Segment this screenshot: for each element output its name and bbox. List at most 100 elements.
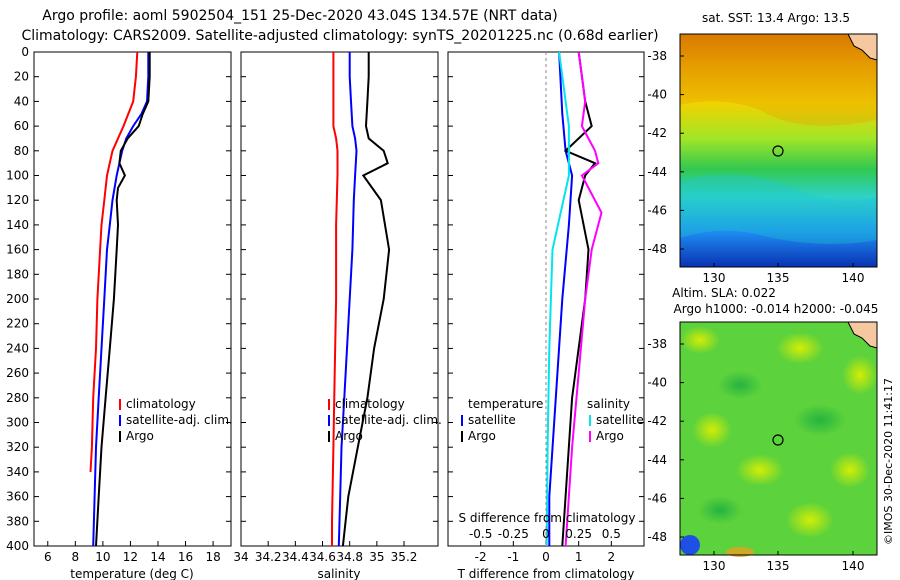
longitude-tick-label: 135: [767, 271, 790, 285]
latitude-tick-label: -40: [647, 376, 667, 390]
sla-blob: [718, 371, 762, 399]
latitude-tick-label: -44: [647, 165, 667, 179]
sla-blob: [786, 502, 834, 538]
legend-climatology-label: climatology: [335, 397, 405, 411]
depth-tick-label: 40: [14, 94, 29, 108]
latitude-tick-label: -40: [647, 88, 667, 102]
latitude-tick-label: -46: [647, 203, 667, 217]
longitude-tick-label: 140: [842, 559, 865, 573]
x-tick-label: 16: [178, 550, 193, 564]
depth-tick-label: 280: [6, 391, 29, 405]
difference-plot: -2 -1 0 1 2: [475, 51, 616, 564]
sla-low-spot: [680, 535, 700, 555]
depth-tick-label: 360: [6, 490, 29, 504]
sla-map: [679, 321, 878, 557]
x-tick-label: 8: [72, 550, 80, 564]
depth-tick-label: 120: [6, 193, 29, 207]
salinity-xlabel: salinity: [317, 567, 360, 580]
depth-tick-label: 400: [6, 539, 29, 553]
sla-blob: [698, 496, 742, 524]
legend-salinity-title: salinity: [587, 397, 630, 411]
legend-s-satellite-label: satellite: [596, 413, 644, 427]
x-tick-label: 34: [233, 550, 248, 564]
series-line: [341, 52, 391, 547]
title-line-2: Climatology: CARS2009. Satellite-adjuste…: [21, 28, 658, 44]
depth-tick-label: 180: [6, 267, 29, 281]
latitude-tick-label: -48: [647, 242, 667, 256]
s-difference-tick-label: 0: [542, 527, 550, 541]
legend-temperature-title: temperature: [468, 397, 543, 411]
legend-argo-label: Argo: [335, 429, 363, 443]
sst-argo-marker: [772, 145, 784, 157]
sla-blob: [680, 326, 720, 354]
x-tick-label: 34.6: [309, 550, 336, 564]
temperature-xlabel: temperature (deg C): [70, 567, 193, 580]
legend-t-satellite-label: satellite: [468, 413, 516, 427]
depth-tick-label: 220: [6, 317, 29, 331]
x-tick-label: 34.8: [336, 550, 363, 564]
x-tick-label: 34.4: [282, 550, 309, 564]
latitude-tick-label: -42: [647, 126, 667, 140]
sst-warm-band: [680, 34, 877, 126]
title-line-1: Argo profile: aoml 5902504_151 25-Dec-20…: [42, 8, 557, 24]
longitude-tick-label: 130: [703, 559, 726, 573]
s-difference-tick-label: -0.25: [498, 527, 529, 541]
x-tick-label: 6: [44, 550, 52, 564]
sla-blob: [794, 404, 846, 436]
depth-tick-label: 380: [6, 514, 29, 528]
imos-timestamp: ©IMOS 30-Dec-2020 11:41:17: [882, 378, 895, 545]
latitude-tick-label: -46: [647, 491, 667, 505]
latitude-tick-label: -38: [647, 337, 667, 351]
depth-tick-label: 260: [6, 366, 29, 380]
salinity-plot: 34 34.2 34.4 34.6 34.8 35 35.2: [233, 52, 417, 564]
x-tick-label: 34.2: [255, 550, 282, 564]
x-tick-label: 35: [369, 550, 384, 564]
legend-satellite-label: satellite-adj. clim.: [126, 413, 233, 427]
s-difference-tick-label: -0.5: [469, 527, 492, 541]
x-tick-label: 0: [542, 550, 550, 564]
sst-map-title: sat. SST: 13.4 Argo: 13.5: [702, 11, 850, 25]
sla-map-title-line-1: Altim. SLA: 0.022: [672, 286, 776, 300]
x-tick-label: 14: [150, 550, 165, 564]
series-line: [92, 52, 150, 547]
series-line: [564, 51, 603, 547]
x-tick-label: -2: [475, 550, 487, 564]
sla-blob: [776, 332, 824, 364]
legend-s-argo-label: Argo: [596, 429, 624, 443]
sst-field: [680, 34, 877, 267]
depth-tick-label: 320: [6, 440, 29, 454]
sla-blob: [830, 452, 870, 488]
series-line: [545, 51, 570, 547]
latitude-tick-label: -48: [647, 530, 667, 544]
depth-tick-label: 140: [6, 218, 29, 232]
longitude-tick-label: 130: [703, 271, 726, 285]
sla-blob: [736, 454, 784, 486]
longitude-tick-label: 140: [842, 271, 865, 285]
depth-axis: 0 20 40 60 80 100 120 140 160 180 200 220 240 260 280 3…: [6, 45, 644, 553]
sst-map-ticks: 130 135 140 -38 -40 -42 -44 -46 -48: [647, 49, 864, 285]
depth-tick-label: 0: [21, 45, 29, 59]
x-tick-label: 1: [575, 550, 583, 564]
latitude-tick-label: -42: [647, 414, 667, 428]
difference-xlabel: T difference from climatology: [457, 567, 635, 580]
x-tick-label: 18: [205, 550, 220, 564]
depth-tick-label: 160: [6, 243, 29, 257]
legend-climatology-label: climatology: [126, 397, 196, 411]
x-tick-label: 2: [608, 550, 616, 564]
temperature-plot: 6 8 10 12 14 16 18: [44, 51, 221, 564]
salinity-legend: climatology satellite-adj. clim. Argo: [328, 397, 442, 443]
sla-blob: [842, 355, 878, 395]
depth-tick-label: 240: [6, 341, 29, 355]
series-line: [89, 51, 139, 472]
depth-tick-label: 20: [14, 70, 29, 84]
longitude-tick-label: 135: [767, 559, 790, 573]
x-tick-label: 35.2: [391, 550, 418, 564]
sla-blob: [692, 412, 732, 448]
series-line: [95, 52, 151, 547]
depth-tick-label: 340: [6, 465, 29, 479]
legend-argo-label: Argo: [126, 429, 154, 443]
depth-tick-label: 300: [6, 416, 29, 430]
series-line: [331, 52, 339, 546]
x-tick-label: 12: [123, 550, 138, 564]
